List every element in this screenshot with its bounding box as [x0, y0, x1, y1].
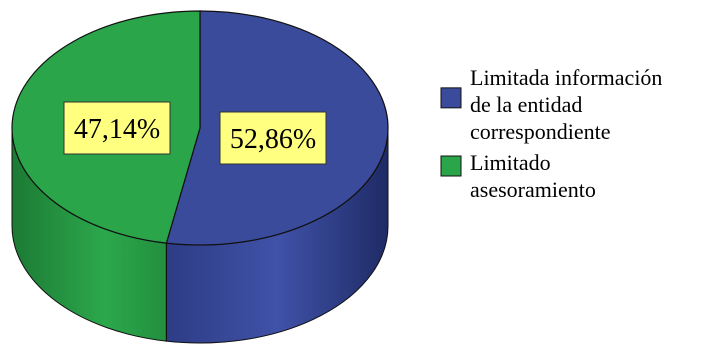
data-label-text: 47,14%: [74, 114, 160, 145]
legend-swatch: [440, 155, 462, 177]
legend-swatch: [440, 87, 462, 109]
data-label-text: 52,86%: [230, 124, 316, 155]
legend-label: Limitada información: [470, 65, 662, 90]
data-label-box: [63, 101, 171, 155]
legend-label: asesoramiento: [470, 177, 596, 202]
data-label-1: 47,14%: [63, 101, 171, 155]
legend-label: de la entidad: [470, 92, 582, 117]
legend-label: Limitado: [470, 150, 551, 175]
data-label-0: 52,86%: [219, 111, 327, 165]
legend-label: correspondiente: [470, 119, 611, 144]
data-label-box: [219, 111, 327, 165]
